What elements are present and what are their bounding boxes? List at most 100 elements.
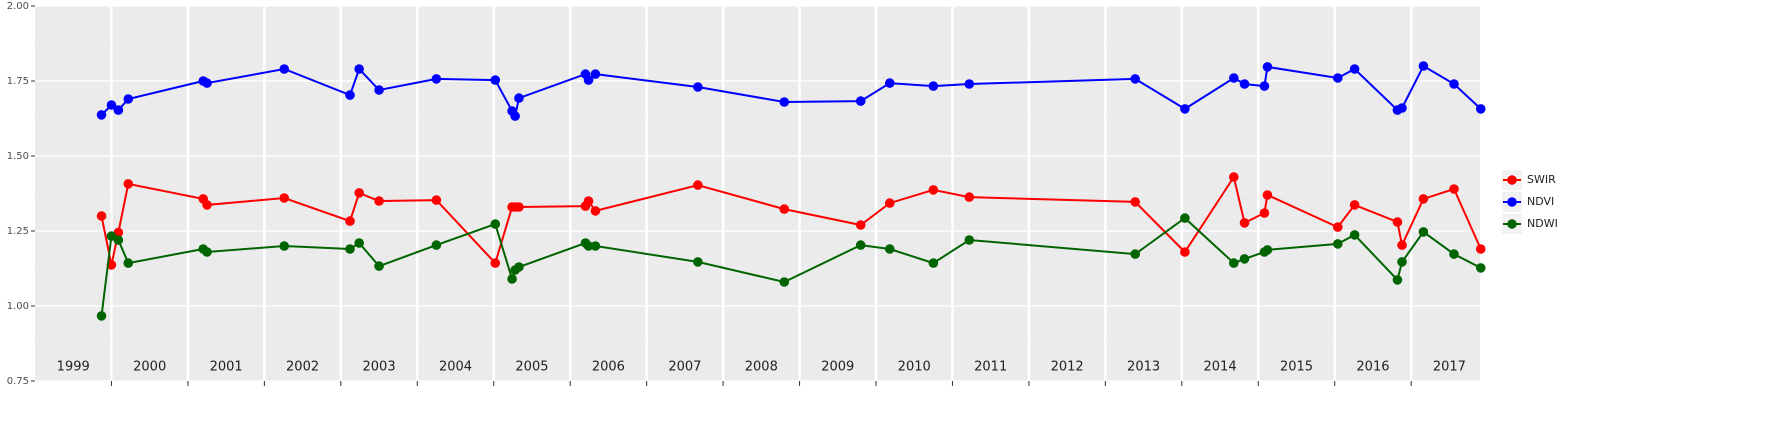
point [113, 235, 124, 245]
point [693, 82, 703, 92]
point [1180, 104, 1190, 114]
point [123, 179, 134, 189]
point [354, 238, 364, 248]
year-label: 2012 [1051, 360, 1084, 375]
y-tick-label: 2.00 [7, 1, 29, 12]
point [583, 196, 594, 206]
point [96, 211, 107, 221]
point [1259, 81, 1270, 91]
year-label: 2014 [1204, 360, 1237, 375]
point [1449, 79, 1459, 89]
point [374, 196, 384, 206]
year-label: 2005 [515, 360, 548, 375]
point [1180, 213, 1190, 223]
year-label: 2007 [668, 360, 701, 375]
point [1475, 104, 1486, 114]
point [279, 64, 290, 74]
point [354, 188, 364, 198]
point [374, 261, 384, 271]
legend-point [1507, 219, 1517, 229]
point [855, 240, 866, 250]
point [1475, 244, 1486, 254]
point [431, 195, 442, 205]
point [590, 69, 601, 79]
point [855, 220, 866, 230]
point [431, 74, 442, 84]
point [693, 180, 703, 190]
point [1130, 74, 1140, 84]
year-label: 2013 [1127, 360, 1160, 375]
point [431, 240, 442, 250]
year-label: 2000 [133, 360, 166, 375]
year-label: 2006 [592, 360, 625, 375]
point [928, 258, 939, 268]
point [1418, 227, 1429, 237]
year-label: 2009 [821, 360, 854, 375]
point [514, 93, 524, 103]
point [345, 244, 355, 254]
point [96, 311, 107, 321]
year-label: 2001 [210, 360, 243, 375]
year-label: 2010 [898, 360, 931, 375]
point [1262, 245, 1273, 255]
point [1332, 239, 1343, 249]
point [1180, 247, 1190, 257]
point [510, 111, 520, 121]
point [490, 75, 501, 85]
point [1475, 263, 1486, 273]
point [1349, 230, 1360, 240]
legend-point [1507, 175, 1517, 185]
point [1229, 172, 1239, 182]
point [928, 185, 939, 195]
point [1130, 249, 1140, 259]
point [1397, 240, 1407, 250]
y-tick-label: 1.00 [7, 301, 29, 312]
point [279, 241, 290, 251]
point [1239, 79, 1250, 89]
point [279, 193, 290, 203]
point [779, 204, 790, 214]
point [1229, 258, 1239, 268]
legend-label: NDVI [1527, 195, 1554, 208]
point [855, 96, 866, 106]
point [490, 219, 501, 229]
point [964, 79, 975, 89]
point [354, 64, 364, 74]
point [96, 110, 107, 120]
year-label: 2004 [439, 360, 472, 375]
point [514, 202, 524, 212]
point [514, 262, 524, 272]
point [1262, 190, 1273, 200]
year-label: 2016 [1356, 360, 1389, 375]
point [779, 277, 790, 287]
point [345, 90, 355, 100]
point [1332, 222, 1343, 232]
point [1259, 208, 1270, 218]
point [1392, 275, 1403, 285]
point [590, 241, 601, 251]
point [590, 206, 601, 216]
point [1397, 103, 1407, 113]
year-label: 2017 [1433, 360, 1466, 375]
point [1392, 217, 1403, 227]
point [345, 216, 355, 226]
point [693, 257, 703, 267]
legend-label: NDWI [1527, 217, 1558, 230]
point [202, 200, 212, 210]
y-tick-label: 0.75 [7, 376, 29, 387]
year-label: 2011 [974, 360, 1007, 375]
point [1397, 257, 1407, 267]
point [1418, 194, 1429, 204]
point [1239, 218, 1250, 228]
point [123, 94, 134, 104]
point [1229, 73, 1239, 83]
point [507, 274, 517, 284]
point [1349, 200, 1360, 210]
point [583, 75, 594, 85]
point [964, 235, 975, 245]
point [123, 258, 134, 268]
point [202, 78, 212, 88]
point [1449, 249, 1459, 259]
point [884, 244, 895, 254]
year-label: 2003 [363, 360, 396, 375]
